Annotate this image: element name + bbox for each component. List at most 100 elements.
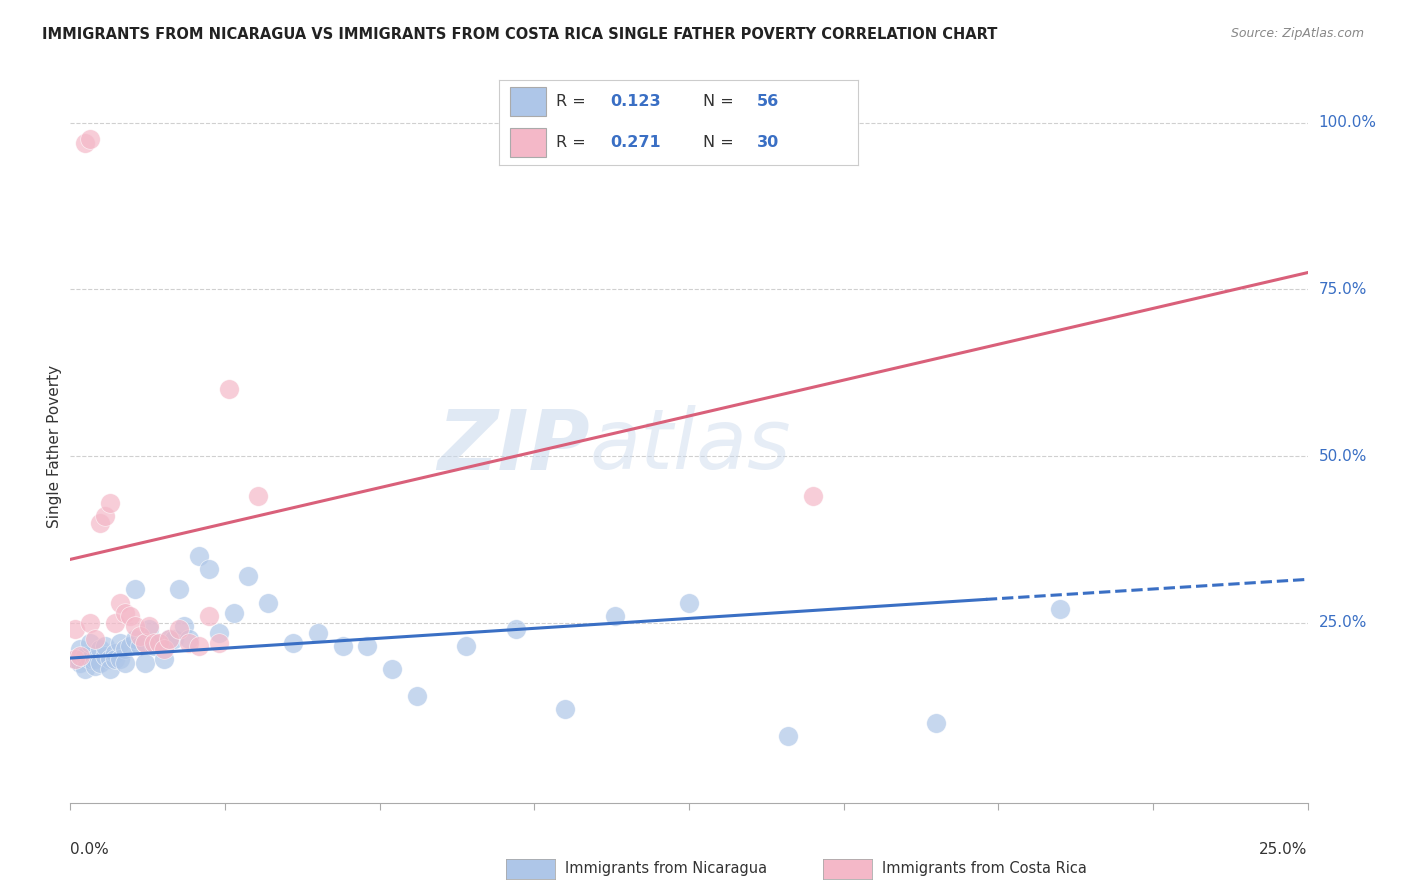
Point: [238, 569, 260, 583]
Text: Immigrants from Costa Rica: Immigrants from Costa Rica: [882, 862, 1087, 876]
Text: 0.123: 0.123: [610, 94, 661, 109]
Point: [138, 619, 160, 633]
Point: [143, 639, 166, 653]
Point: [173, 619, 195, 633]
Point: [208, 625, 231, 640]
Point: [134, 656, 156, 670]
Text: R =: R =: [557, 94, 592, 109]
Text: 50.0%: 50.0%: [1319, 449, 1367, 464]
Point: [505, 623, 527, 637]
Point: [177, 632, 200, 647]
Point: [247, 489, 270, 503]
Point: [1049, 602, 1071, 616]
Point: [218, 382, 240, 396]
Point: [148, 636, 170, 650]
Point: [118, 609, 141, 624]
Point: [143, 636, 166, 650]
Point: [307, 625, 329, 640]
Point: [405, 689, 427, 703]
Text: 30: 30: [758, 135, 779, 150]
Point: [198, 609, 221, 624]
Point: [84, 632, 107, 647]
Text: R =: R =: [557, 135, 592, 150]
Point: [603, 609, 626, 624]
Point: [124, 632, 146, 647]
Point: [153, 652, 176, 666]
Point: [79, 132, 101, 146]
Point: [79, 652, 101, 666]
Text: 0.271: 0.271: [610, 135, 661, 150]
Point: [98, 496, 121, 510]
Point: [108, 596, 131, 610]
Point: [456, 639, 478, 653]
Point: [84, 659, 107, 673]
Point: [128, 629, 150, 643]
Point: [89, 516, 111, 530]
Text: ZIP: ZIP: [437, 406, 591, 486]
Point: [114, 656, 136, 670]
Text: 75.0%: 75.0%: [1319, 282, 1367, 297]
Point: [198, 562, 221, 576]
Point: [153, 642, 176, 657]
Point: [84, 652, 107, 666]
Point: [79, 615, 101, 630]
Point: [118, 639, 141, 653]
Point: [114, 606, 136, 620]
Point: [381, 662, 404, 676]
Point: [157, 632, 180, 647]
Text: 0.0%: 0.0%: [70, 842, 110, 856]
Point: [134, 636, 156, 650]
Point: [104, 646, 127, 660]
Point: [104, 652, 127, 666]
Text: N =: N =: [703, 94, 740, 109]
Point: [65, 652, 87, 666]
Text: 25.0%: 25.0%: [1260, 842, 1308, 856]
Text: 56: 56: [758, 94, 779, 109]
Point: [98, 652, 121, 666]
Point: [124, 619, 146, 633]
Text: 25.0%: 25.0%: [1319, 615, 1367, 631]
Point: [138, 623, 160, 637]
Point: [94, 649, 117, 664]
Bar: [510, 87, 546, 116]
Point: [554, 702, 576, 716]
Text: N =: N =: [703, 135, 740, 150]
Point: [75, 649, 97, 664]
Text: 100.0%: 100.0%: [1319, 115, 1376, 130]
Y-axis label: Single Father Poverty: Single Father Poverty: [46, 365, 62, 527]
Point: [257, 596, 280, 610]
Point: [124, 582, 146, 597]
Point: [167, 623, 190, 637]
Text: Immigrants from Nicaragua: Immigrants from Nicaragua: [565, 862, 768, 876]
Point: [208, 636, 231, 650]
Point: [177, 636, 200, 650]
Point: [79, 636, 101, 650]
Point: [65, 623, 87, 637]
Point: [222, 606, 245, 620]
Point: [108, 652, 131, 666]
Text: IMMIGRANTS FROM NICARAGUA VS IMMIGRANTS FROM COSTA RICA SINGLE FATHER POVERTY CO: IMMIGRANTS FROM NICARAGUA VS IMMIGRANTS …: [42, 27, 997, 42]
Point: [776, 729, 799, 743]
Point: [801, 489, 824, 503]
Point: [75, 136, 97, 150]
Point: [69, 642, 91, 657]
Point: [157, 632, 180, 647]
Point: [75, 662, 97, 676]
Text: atlas: atlas: [591, 406, 792, 486]
Point: [281, 636, 304, 650]
Point: [167, 582, 190, 597]
Point: [163, 632, 186, 647]
Point: [678, 596, 700, 610]
Point: [89, 656, 111, 670]
Point: [89, 642, 111, 657]
Point: [104, 615, 127, 630]
Point: [65, 652, 87, 666]
Point: [94, 639, 117, 653]
Point: [148, 636, 170, 650]
Bar: [510, 128, 546, 157]
Point: [188, 549, 211, 563]
Point: [332, 639, 354, 653]
Point: [69, 656, 91, 670]
Point: [114, 642, 136, 657]
Point: [128, 639, 150, 653]
